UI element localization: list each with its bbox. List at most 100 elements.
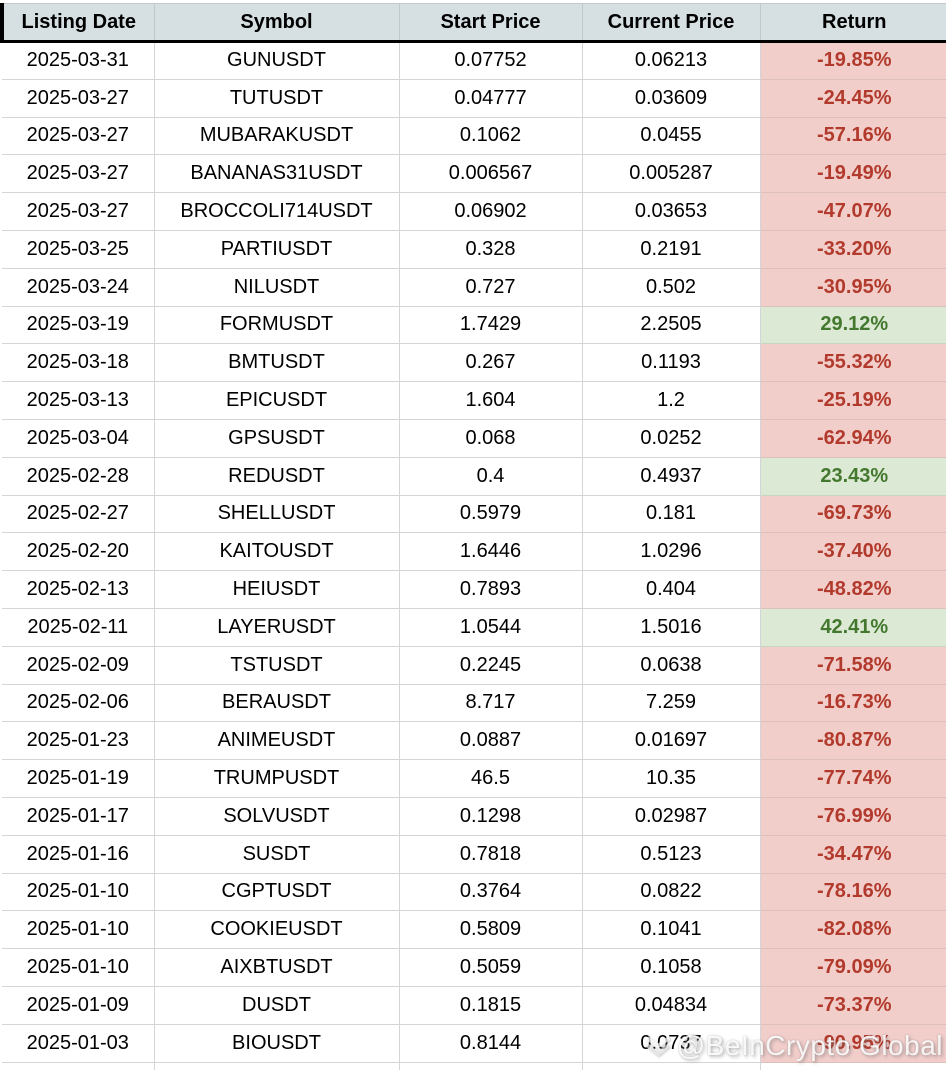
cell-return: -25.19% — [759, 381, 946, 420]
cell-current-price: 0.0822 — [581, 872, 761, 912]
cell-listing-date: 2025-02-13 — [2, 570, 155, 609]
cell-return: -30.95% — [759, 267, 946, 307]
cell-symbol: SHELLUSDT — [153, 494, 400, 534]
cell-listing-date: 2025-01-17 — [2, 796, 155, 836]
cell-symbol: AIXBTUSDT — [153, 948, 400, 987]
table-row: 2025-03-27 MUBARAKUSDT 0.1062 0.0455 -57… — [2, 116, 946, 156]
table-row: 2025-02-20 KAITOUSDT 1.6446 1.0296 -37.4… — [2, 532, 946, 572]
cell-current-price: 1.2 — [581, 381, 761, 420]
cell-symbol: EPICUSDT — [153, 381, 400, 420]
cell-current-price: 0.03609 — [581, 78, 761, 118]
cell-return: -62.94% — [759, 418, 946, 458]
cell-start-price: 8.717 — [398, 683, 583, 723]
cell-symbol: BROCCOLI714USDT — [153, 192, 400, 231]
cell-return: -48.82% — [759, 570, 946, 609]
cell-listing-date: 2025-03-25 — [2, 229, 155, 269]
cell-symbol: NILUSDT — [153, 267, 400, 307]
cell-current-price: 1.0296 — [581, 532, 761, 572]
table-row: 2025-03-27 TUTUSDT 0.04777 0.03609 -24.4… — [2, 78, 946, 118]
cell-listing-date: 2025-01-19 — [2, 759, 155, 798]
cell-start-price: 0.1815 — [398, 985, 583, 1025]
table-row: 2025-02-06 BERAUSDT 8.717 7.259 -16.73% — [2, 683, 946, 723]
cell-start-price: 0.04777 — [398, 78, 583, 118]
cell-start-price: 0.07752 — [398, 41, 583, 80]
cell-return: 42.41% — [759, 607, 946, 647]
cell-current-price: 1.5016 — [581, 607, 761, 647]
column-header-start-price: Start Price — [398, 3, 583, 43]
table-row: 2025-03-18 BMTUSDT 0.267 0.1193 -55.32% — [2, 343, 946, 383]
cell-symbol: BIOUSDT — [153, 1023, 400, 1063]
cell-return: -69.73% — [759, 494, 946, 534]
cell-start-price: 0.2245 — [398, 645, 583, 685]
cell-current-price: 0.005287 — [581, 154, 761, 194]
table-row: 2025-03-19 FORMUSDT 1.7429 2.2505 29.12% — [2, 305, 946, 345]
table-row: 2025-01-10 AIXBTUSDT 0.5059 0.1058 -79.0… — [2, 948, 946, 987]
cell-current-price: 0.4937 — [581, 456, 761, 496]
cell-current-price: 0.502 — [581, 267, 761, 307]
cell-return: -33.20% — [759, 229, 946, 269]
cell-start-price: 0.06902 — [398, 192, 583, 231]
header-row: Listing Date Symbol Start Price Current … — [0, 3, 946, 43]
cell-symbol: TRUMPUSDT — [153, 759, 400, 798]
cell-start-price: 0.3764 — [398, 872, 583, 912]
cell-start-price: 0.5059 — [398, 948, 583, 987]
cell-current-price: 0.404 — [581, 570, 761, 609]
cell-start-price: 1.6446 — [398, 532, 583, 572]
cell-symbol: GPSUSDT — [153, 418, 400, 458]
cell-current-price: 7.259 — [581, 683, 761, 723]
cell-start-price: 0.1062 — [398, 116, 583, 156]
table-row: 2025-02-11 LAYERUSDT 1.0544 1.5016 42.41… — [2, 607, 946, 647]
cell-current-price: 0.1058 — [581, 948, 761, 987]
table-row: 2025-01-03 BIOUSDT 0.8144 0.0737 -90.95% — [2, 1023, 946, 1063]
cell-symbol: SOLVUSDT — [153, 796, 400, 836]
cell-current-price: 0.0455 — [581, 116, 761, 156]
cell-return: -19.49% — [759, 154, 946, 194]
cell-return: -82.08% — [759, 910, 946, 950]
cell-return: -79.09% — [759, 948, 946, 987]
cell-symbol: BANANAS31USDT — [153, 154, 400, 194]
table-row: 2025-01-09 DUSDT 0.1815 0.04834 -73.37% — [2, 985, 946, 1025]
table-row: 2025-02-28 REDUSDT 0.4 0.4937 23.43% — [2, 456, 946, 496]
cell-start-price: 0.068 — [398, 418, 583, 458]
empty-cell — [581, 1061, 761, 1070]
cell-current-price: 0.01697 — [581, 721, 761, 761]
cell-start-price: 0.267 — [398, 343, 583, 383]
cell-listing-date: 2025-01-10 — [2, 872, 155, 912]
table-body: 2025-03-31 GUNUSDT 0.07752 0.06213 -19.8… — [2, 41, 946, 1070]
table-row: 2025-02-27 SHELLUSDT 0.5979 0.181 -69.73… — [2, 494, 946, 534]
table-row: 2025-01-10 CGPTUSDT 0.3764 0.0822 -78.16… — [2, 872, 946, 912]
partial-row — [2, 1061, 946, 1070]
cell-listing-date: 2025-03-27 — [2, 192, 155, 231]
cell-return: 23.43% — [759, 456, 946, 496]
cell-return: -90.95% — [759, 1023, 946, 1063]
cell-listing-date: 2025-01-23 — [2, 721, 155, 761]
cell-current-price: 0.0252 — [581, 418, 761, 458]
cell-return: -80.87% — [759, 721, 946, 761]
cell-start-price: 0.4 — [398, 456, 583, 496]
cell-start-price: 1.7429 — [398, 305, 583, 345]
column-header-listing-date: Listing Date — [0, 3, 155, 43]
cell-symbol: HEIUSDT — [153, 570, 400, 609]
cell-listing-date: 2025-02-11 — [2, 607, 155, 647]
cell-return: -76.99% — [759, 796, 946, 836]
cell-start-price: 0.5809 — [398, 910, 583, 950]
cell-listing-date: 2025-02-28 — [2, 456, 155, 496]
cell-current-price: 0.1041 — [581, 910, 761, 950]
cell-listing-date: 2025-02-09 — [2, 645, 155, 685]
cell-current-price: 0.0737 — [581, 1023, 761, 1063]
token-listings-table: Listing Date Symbol Start Price Current … — [0, 3, 946, 1070]
cell-start-price: 46.5 — [398, 759, 583, 798]
table-row: 2025-03-31 GUNUSDT 0.07752 0.06213 -19.8… — [2, 41, 946, 80]
cell-start-price: 0.328 — [398, 229, 583, 269]
table-row: 2025-03-24 NILUSDT 0.727 0.502 -30.95% — [2, 267, 946, 307]
table-row: 2025-03-25 PARTIUSDT 0.328 0.2191 -33.20… — [2, 229, 946, 269]
cell-return: -71.58% — [759, 645, 946, 685]
table-row: 2025-01-23 ANIMEUSDT 0.0887 0.01697 -80.… — [2, 721, 946, 761]
cell-start-price: 0.1298 — [398, 796, 583, 836]
table-row: 2025-03-04 GPSUSDT 0.068 0.0252 -62.94% — [2, 418, 946, 458]
table-row: 2025-03-13 EPICUSDT 1.604 1.2 -25.19% — [2, 381, 946, 420]
cell-listing-date: 2025-01-03 — [2, 1023, 155, 1063]
table-header: Listing Date Symbol Start Price Current … — [0, 3, 946, 43]
cell-symbol: CGPTUSDT — [153, 872, 400, 912]
